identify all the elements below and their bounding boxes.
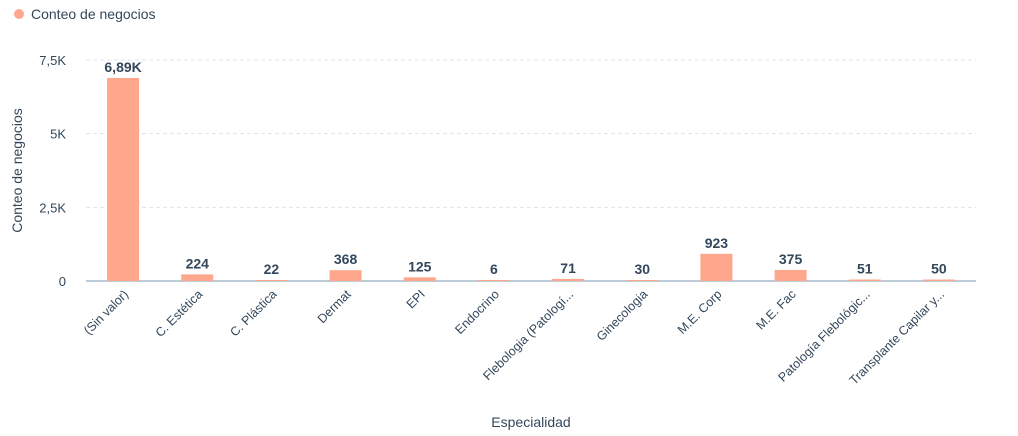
data-label: 22 [264,261,280,277]
x-tick-label: C. Estética [153,287,206,340]
grid-lines [86,59,976,208]
bar[interactable] [626,280,659,281]
data-labels: 6,89K 224 22 368 125 6 71 30 923 375 51 50 [104,59,947,277]
x-axis-ticks: (Sin valor) C. Estética C. Plástica Dermat E… [81,287,947,388]
x-tick-label: C. Plástica [227,287,279,339]
data-label: 71 [560,260,576,276]
bar[interactable] [552,278,585,281]
data-label: 6,89K [104,59,141,75]
y-axis-ticks: 0 2,5K 5K 7,5K [39,53,66,289]
x-tick-label: Dermat [315,287,354,326]
bar[interactable] [329,270,362,281]
bar[interactable] [922,279,955,281]
x-tick-label: Endocrino [452,287,502,337]
x-tick-label: Ginecologia [594,287,651,344]
bar[interactable] [700,253,733,281]
data-label: 6 [490,261,498,277]
x-tick-label: M.E. Corp [675,287,725,337]
data-label: 224 [186,255,210,271]
data-label: 30 [634,261,650,277]
bar[interactable] [774,269,807,281]
data-label: 368 [334,251,358,267]
y-tick-label: 2,5K [39,200,66,215]
data-label: 923 [705,235,729,251]
bar[interactable] [181,274,214,281]
y-tick-label: 7,5K [39,53,66,68]
data-label: 125 [408,258,432,274]
data-label: 51 [857,260,873,276]
x-axis-title: Especialidad [491,414,570,430]
x-tick-label: M.E. Fac [753,287,798,332]
bar[interactable] [848,279,881,281]
legend-label: Conteo de negocios [31,6,156,22]
data-label: 50 [931,261,947,277]
bar[interactable] [477,280,510,281]
y-tick-label: 5K [50,127,66,142]
bars [107,77,955,281]
x-tick-label: (Sin valor) [81,287,131,337]
y-axis-title: Conteo de negocios [9,108,25,233]
legend-swatch-icon [14,9,24,19]
bar[interactable] [403,277,436,281]
bar[interactable] [107,77,140,281]
y-tick-label: 0 [59,274,66,289]
x-tick-label: EPI [404,287,428,311]
legend[interactable]: Conteo de negocios [14,6,156,22]
bar[interactable] [255,280,288,281]
data-label: 375 [779,251,803,267]
